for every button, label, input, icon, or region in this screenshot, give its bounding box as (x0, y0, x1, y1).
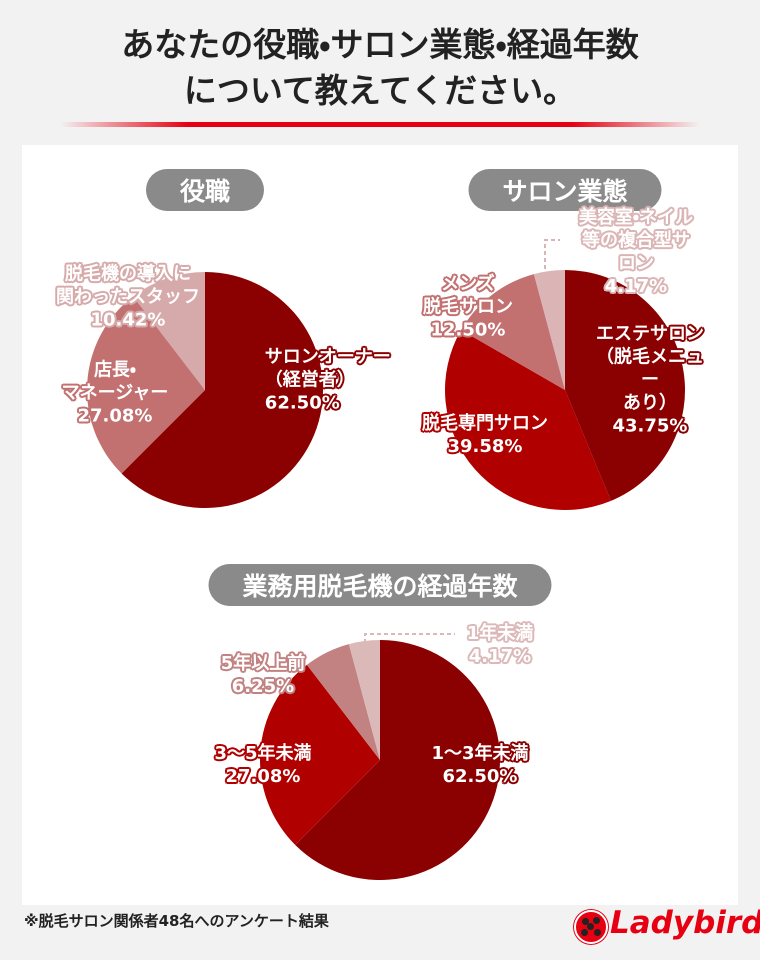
value-label: 10.42% (90, 309, 166, 331)
logo-icon (574, 910, 608, 944)
pie-slice (295, 640, 500, 880)
pie-slice (260, 664, 380, 845)
category-label: 3〜5年未満 (214, 743, 312, 764)
pie-slice (565, 270, 686, 501)
logo-dot (593, 917, 600, 924)
pie-slice (533, 270, 565, 390)
category-label: 5年以上前 (220, 653, 306, 674)
logo-dot (581, 929, 588, 936)
value-label: 4.17% (604, 276, 668, 297)
logo: Ladybird (610, 905, 760, 941)
value-label: 27.08% (77, 405, 153, 427)
slice-label: 3〜5年未満 27.08% (214, 742, 311, 788)
slice-label: 5年以上前 6.25% (221, 652, 306, 698)
value-label: 27.08% (225, 766, 301, 787)
category-label: 店長・ マネージャー (61, 359, 169, 404)
value-label: 12.50% (430, 319, 506, 341)
slice-label: 店長・ マネージャー 27.08% (62, 359, 169, 428)
pie-slice (348, 640, 380, 760)
leader-line (544, 239, 560, 276)
slice-label: メンズ 脱毛サロン 12.50% (423, 273, 513, 342)
category-label: メンズ 脱毛サロン (423, 273, 513, 318)
category-label: 美容室・ネイル 等の複合型サロン (578, 207, 694, 274)
chart-title: 業務用脱毛機の経過年数 (208, 564, 552, 606)
pie-slice (445, 330, 611, 510)
category-label: エステサロン （脱毛メニュー あり） (596, 323, 704, 414)
value-label: 62.50% (442, 766, 518, 787)
pie-slice (306, 644, 380, 760)
title-rule (60, 122, 700, 127)
chart-title: 役職 (145, 169, 265, 211)
slice-label: 1〜3年未満 62.50% (431, 742, 528, 788)
slice-label: エステサロン （脱毛メニュー あり） 43.75% (595, 323, 705, 438)
footnote: ※脱毛サロン関係者48名へのアンケート結果 (24, 912, 329, 930)
pie-slice (121, 272, 323, 508)
category-label: 脱毛機の導入に 関わったスタッフ (56, 263, 200, 308)
logo-dot (582, 918, 589, 925)
category-label: 1年未満 (466, 623, 534, 644)
value-label: 39.58% (447, 436, 523, 457)
value-label: 43.75% (612, 415, 688, 437)
pie-slice (133, 272, 205, 390)
logo-dot (594, 929, 601, 936)
pie-slice (87, 296, 205, 474)
slice-label: 脱毛機の導入に 関わったスタッフ 10.42% (56, 263, 200, 332)
value-label: 4.17% (468, 646, 532, 667)
slice-label: サロンオーナー （経営者） 62.50% (265, 346, 391, 415)
leader-line (364, 633, 455, 650)
slice-label: 1年未満 4.17% (467, 622, 534, 668)
value-label: 62.50% (264, 392, 340, 414)
category-label: サロンオーナー （経営者） (264, 346, 391, 391)
page-title: あなたの役職・サロン業態・経過年数 について教えてください。 (121, 25, 639, 110)
category-label: 脱毛専門サロン (422, 413, 548, 434)
value-label: 6.25% (231, 676, 295, 697)
category-label: 1〜3年未満 (431, 743, 529, 764)
slice-label: 美容室・ネイル 等の複合型サロン 4.17% (574, 206, 698, 298)
logo-dot (587, 923, 594, 930)
slice-label: 脱毛専門サロン 39.58% (422, 412, 548, 458)
chart-title: サロン業態 (468, 169, 662, 211)
pie-slice (461, 274, 565, 390)
